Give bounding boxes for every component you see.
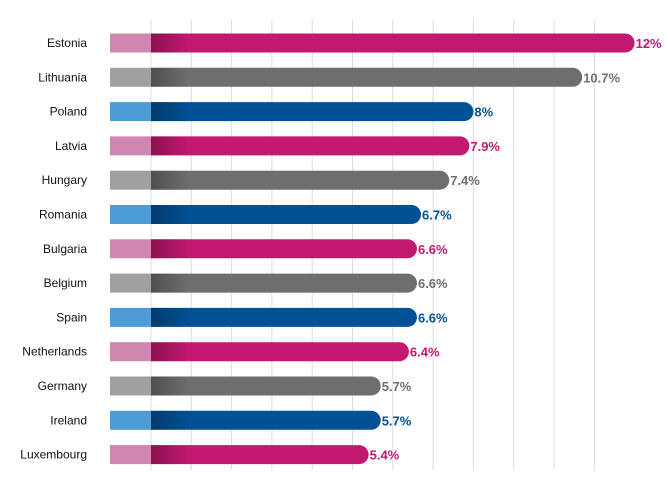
value-label: 6.6% [418, 242, 448, 257]
value-label: 10.7% [583, 70, 620, 85]
bar-stub [110, 307, 151, 327]
bar [151, 273, 417, 293]
category-label: Romania [39, 208, 87, 222]
bar-stub [110, 102, 151, 122]
value-label: 8% [474, 105, 493, 120]
bar-row: Germany 5.7% [38, 376, 412, 396]
bar-stub [110, 239, 151, 259]
bar-stub [110, 342, 151, 362]
bar-row: Spain 6.6% [56, 307, 448, 327]
bar-shade [151, 445, 189, 465]
bar-shade [151, 410, 189, 430]
category-label: Spain [56, 310, 87, 324]
category-label: Luxembourg [20, 448, 87, 462]
bar-row: Romania 6.7% [39, 205, 452, 224]
bar [151, 445, 369, 465]
bar-row: Ireland 5.7% [50, 410, 412, 430]
category-label: Ireland [50, 413, 87, 427]
value-label: 5.7% [382, 379, 412, 394]
bar-shade [151, 102, 189, 122]
bar-row: Netherlands 6.4% [22, 342, 440, 362]
bar [151, 102, 474, 122]
bar [151, 33, 635, 53]
bar-row: Belgium 6.6% [44, 273, 448, 293]
bar-stub [110, 67, 151, 87]
bar [151, 136, 470, 156]
bar [151, 307, 417, 327]
bar-shade [151, 205, 189, 224]
value-label: 7.9% [470, 139, 500, 154]
bar-row: Latvia 7.9% [55, 136, 500, 156]
bar [151, 67, 583, 87]
bar-stub [110, 410, 151, 430]
value-label: 5.7% [382, 413, 412, 428]
bar [151, 410, 381, 430]
bar-shade [151, 273, 189, 293]
bar-stub [110, 136, 151, 156]
bar-stub [110, 33, 151, 53]
value-label: 6.6% [418, 310, 448, 325]
category-label: Belgium [44, 276, 87, 290]
category-label: Netherlands [22, 345, 87, 359]
bar-row: Estonia 12% [47, 33, 662, 53]
bar-row: Poland 8% [50, 102, 494, 122]
bar [151, 170, 450, 190]
value-label: 5.4% [370, 448, 400, 463]
bar-stub [110, 376, 151, 396]
bar-stub [110, 445, 151, 465]
category-label: Estonia [47, 36, 87, 50]
category-label: Poland [50, 105, 87, 119]
bar-stub [110, 170, 151, 190]
category-label: Hungary [42, 173, 87, 187]
value-label: 7.4% [450, 173, 480, 188]
value-label: 6.7% [422, 208, 452, 223]
bar-shade [151, 239, 189, 259]
bar-shade [151, 67, 189, 87]
bar-row: Luxembourg 5.4% [20, 445, 400, 465]
value-label: 6.6% [418, 276, 448, 291]
bar-shade [151, 376, 189, 396]
bar-stub [110, 273, 151, 293]
bar-row: Hungary 7.4% [42, 170, 480, 190]
value-label: 6.4% [410, 345, 440, 360]
bar-shade [151, 307, 189, 327]
category-label: Germany [38, 379, 87, 393]
bar [151, 239, 417, 259]
bar-shade [151, 33, 189, 53]
bar-row: Lithuania 10.7% [38, 67, 621, 87]
bar [151, 205, 422, 224]
bar-shade [151, 170, 189, 190]
bar-shade [151, 136, 189, 156]
category-label: Bulgaria [43, 242, 87, 256]
category-label: Latvia [55, 139, 87, 153]
bar-shade [151, 342, 189, 362]
bar [151, 342, 409, 362]
category-label: Lithuania [38, 70, 87, 84]
bars: Estonia 12% Lithuania 10.7% Poland 8% Latvia 7.… [20, 33, 662, 465]
bar-stub [110, 205, 151, 224]
value-label: 12% [636, 36, 662, 51]
bar [151, 376, 381, 396]
bar-row: Bulgaria 6.6% [43, 239, 448, 259]
